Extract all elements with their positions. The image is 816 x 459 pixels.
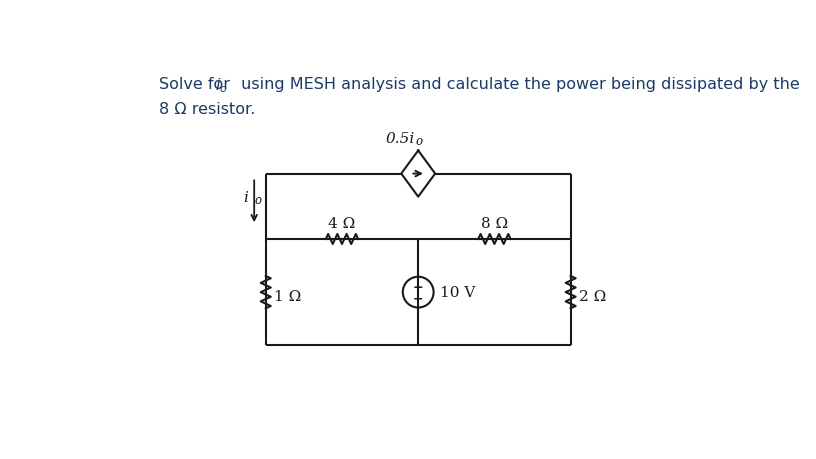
Text: $i_o$: $i_o$ xyxy=(215,77,228,95)
Text: 8 Ω: 8 Ω xyxy=(481,216,508,230)
Text: 2 Ω: 2 Ω xyxy=(579,289,606,303)
Text: i: i xyxy=(243,190,248,204)
Text: o: o xyxy=(415,135,423,148)
Text: 0.5i: 0.5i xyxy=(386,132,415,146)
Text: 10 V: 10 V xyxy=(440,285,475,299)
Text: 4 Ω: 4 Ω xyxy=(328,216,356,230)
Text: −: − xyxy=(413,291,424,304)
Text: using MESH analysis and calculate the power being dissipated by the: using MESH analysis and calculate the po… xyxy=(237,77,800,91)
Text: Solve for: Solve for xyxy=(159,77,236,91)
Text: 8 Ω resistor.: 8 Ω resistor. xyxy=(159,102,256,117)
Text: o: o xyxy=(255,194,262,207)
Text: +: + xyxy=(413,280,424,294)
Text: 1 Ω: 1 Ω xyxy=(274,289,301,303)
